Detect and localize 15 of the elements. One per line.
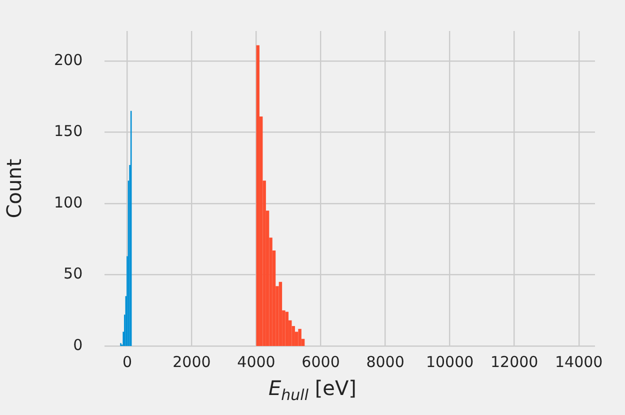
x-tick-label: 10000 bbox=[426, 352, 474, 371]
x-tick-label: 8000 bbox=[366, 352, 404, 371]
y-tick-label: 150 bbox=[54, 122, 83, 140]
y-tick-label: 0 bbox=[73, 336, 83, 354]
x-tick-label: 2000 bbox=[172, 352, 211, 371]
x-tick-label: 12000 bbox=[490, 352, 538, 371]
x-tick-label: 6000 bbox=[302, 352, 340, 371]
x-tick-label: 14000 bbox=[555, 352, 603, 371]
x-tick-label: 4000 bbox=[237, 352, 276, 371]
x-tick-label: 0 bbox=[122, 352, 132, 371]
y-tick-label: 50 bbox=[64, 264, 83, 283]
y-tick-label: 200 bbox=[54, 50, 83, 69]
y-tick-label: 100 bbox=[54, 193, 83, 212]
x-axis-title: E$_{hull}$ [eV] bbox=[268, 376, 358, 404]
y-axis-title: Count bbox=[2, 158, 26, 218]
